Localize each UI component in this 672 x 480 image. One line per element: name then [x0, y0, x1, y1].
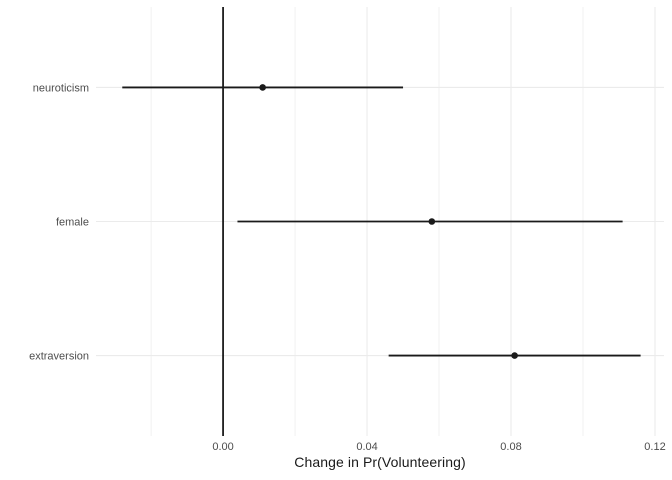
estimate-dot	[259, 84, 266, 91]
x-axis-title: Change in Pr(Volunteering)	[294, 454, 466, 470]
x-tick-label: 0.08	[500, 441, 521, 453]
x-tick-label: 0.12	[644, 441, 665, 453]
x-tick-label: 0.04	[356, 441, 377, 453]
y-axis-label: neuroticism	[33, 82, 89, 94]
y-axis-label: female	[56, 217, 89, 229]
x-tick-label: 0.00	[212, 441, 233, 453]
estimate-dot	[511, 352, 518, 359]
y-axis-label: extraversion	[29, 351, 89, 363]
estimate-dot	[428, 218, 436, 225]
